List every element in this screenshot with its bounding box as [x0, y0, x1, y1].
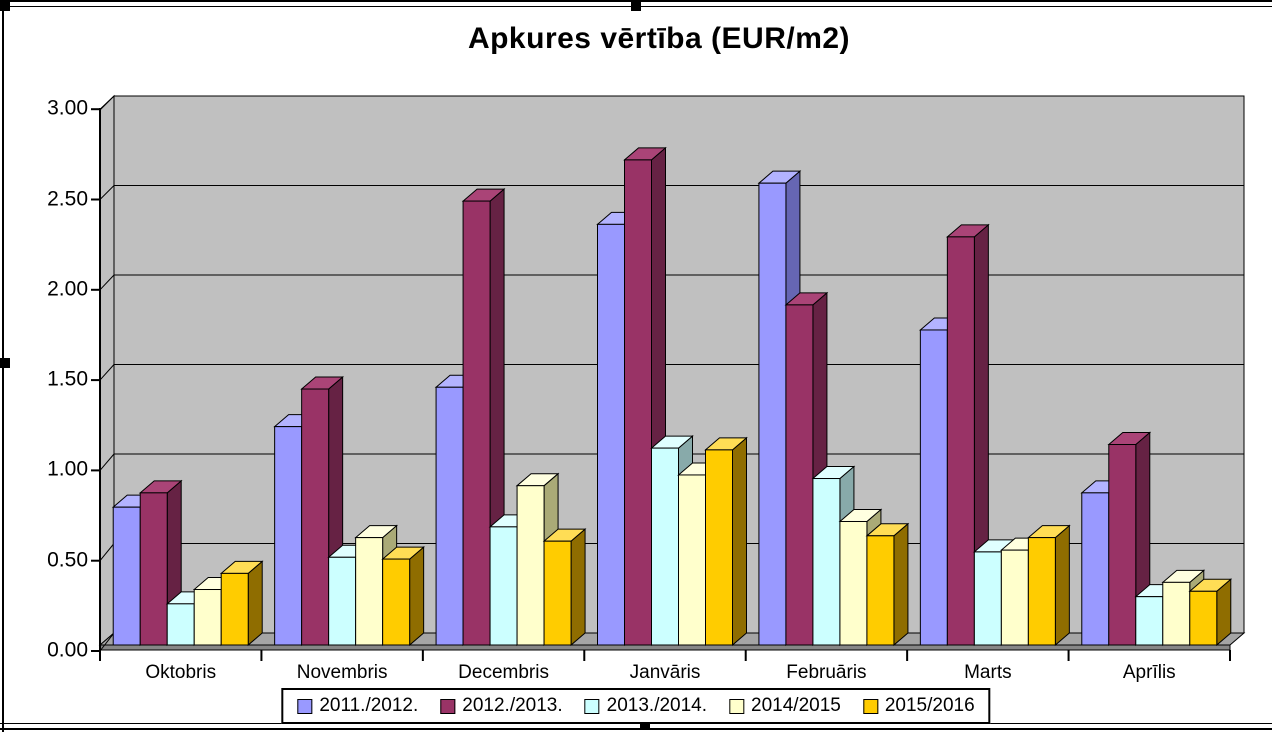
bar-s1-c6[interactable] [919, 329, 948, 646]
bar-s5-c2[interactable] [382, 558, 411, 646]
legend-item-s5[interactable]: 2015/2016 [862, 695, 975, 717]
y-tick-connector [99, 185, 115, 200]
y-tick-label: 1.50 [47, 367, 88, 391]
bar-s3-c2[interactable] [328, 556, 357, 646]
bar-s3-c4[interactable] [651, 447, 679, 646]
legend-label: 2013./2014. [606, 695, 708, 716]
y-tick-connector [99, 543, 115, 562]
bar-s2-c4[interactable] [624, 159, 652, 646]
bar-s5-c1[interactable] [220, 572, 249, 646]
legend-label: 2014/2015 [751, 695, 841, 716]
legend[interactable]: 2011./2012. 2012./2013. 2013./2014. 2014/20… [281, 688, 991, 724]
bar-s2-c6[interactable] [946, 236, 975, 646]
legend-swatch-icon [862, 698, 878, 714]
bar-s2-c1[interactable] [139, 492, 168, 646]
legend-item-s1[interactable]: 2011./2012. [297, 695, 418, 717]
bar-s5-c7[interactable] [1189, 590, 1218, 646]
bar-s1-c1[interactable] [112, 506, 141, 646]
x-category-label: Janvāris [629, 662, 701, 683]
y-tick-label: 3.00 [47, 96, 88, 120]
bar-s1-c4[interactable] [597, 223, 625, 646]
bar-s2-c5[interactable] [785, 304, 814, 646]
y-tick-connector [99, 95, 115, 110]
legend-swatch-icon [297, 698, 313, 714]
bar-side-s5-c3[interactable] [570, 528, 586, 647]
bar-s5-c3[interactable] [543, 540, 572, 646]
chart-border-bottom-outer [0, 728, 1272, 730]
bar-side-s5-c5[interactable] [893, 522, 909, 647]
legend-label: 2015/2016 [884, 695, 975, 716]
y-tick-connector [99, 274, 115, 291]
legend-label: 2012./2013. [462, 695, 563, 716]
x-category-label: Novembris [296, 662, 388, 683]
y-tick-label: 2.50 [47, 187, 88, 211]
bar-s2-c2[interactable] [301, 388, 330, 646]
x-category-label: Februāris [786, 662, 867, 683]
y-tick-label: 0.50 [47, 548, 88, 572]
bar-side-s5-c1[interactable] [247, 560, 263, 647]
bar-s5-c4[interactable] [705, 449, 733, 646]
bar-s2-c3[interactable] [462, 200, 491, 646]
y-tick-connector [99, 364, 115, 381]
bar-s1-c7[interactable] [1081, 492, 1110, 646]
legend-swatch-icon [584, 698, 600, 714]
bar-s4-c7[interactable] [1162, 581, 1191, 646]
resize-handle-top-left[interactable] [0, 1, 10, 11]
bar-side-s5-c2[interactable] [409, 545, 425, 647]
bar-s1-c5[interactable] [758, 182, 787, 646]
resize-handle-left-middle[interactable] [0, 358, 10, 368]
legend-label: 2011./2012. [319, 695, 419, 716]
y-tick-label: 0.00 [47, 638, 88, 662]
bar-s5-c6[interactable] [1027, 537, 1056, 646]
bar-s4-c2[interactable] [355, 537, 384, 646]
bar-s3-c7[interactable] [1135, 596, 1164, 646]
bar-s1-c3[interactable] [435, 386, 464, 646]
bar-s4-c1[interactable] [193, 589, 222, 646]
bar-s1-c2[interactable] [274, 426, 303, 646]
floor-front-edge [99, 644, 1231, 651]
bar-s3-c5[interactable] [812, 478, 841, 646]
x-category-label: Marts [964, 662, 1012, 683]
bar-side-s5-c4[interactable] [732, 436, 747, 647]
legend-swatch-icon [729, 698, 745, 714]
resize-handle-top-center[interactable] [631, 1, 641, 11]
bar-s4-c6[interactable] [1000, 549, 1029, 646]
x-category-label: Decembris [458, 662, 549, 683]
bar-s3-c1[interactable] [166, 603, 195, 646]
bar-s2-c7[interactable] [1108, 444, 1137, 646]
x-category-label: Aprīlis [1122, 662, 1176, 683]
resize-handle-bottom-center[interactable] [640, 720, 650, 730]
bar-s3-c3[interactable] [489, 526, 518, 646]
bar-s4-c3[interactable] [516, 485, 545, 646]
legend-item-s2[interactable]: 2012./2013. [440, 695, 563, 717]
y-tick-label: 2.00 [47, 277, 88, 301]
legend-swatch-icon [440, 698, 456, 714]
bar-s4-c5[interactable] [839, 520, 868, 646]
chart-title: Apkures vērtība (EUR/m2) [467, 22, 851, 55]
y-tick-connector [99, 453, 115, 471]
bar-s4-c4[interactable] [678, 474, 706, 646]
bar-side-s5-c6[interactable] [1054, 524, 1070, 647]
bar-s3-c6[interactable] [973, 551, 1002, 646]
bar-s5-c5[interactable] [866, 535, 895, 646]
legend-item-s3[interactable]: 2013./2014. [584, 695, 708, 717]
x-category-label: Oktobris [145, 662, 217, 683]
wall-side [99, 94, 115, 647]
legend-item-s4[interactable]: 2014/2015 [729, 695, 841, 717]
y-tick-label: 1.00 [47, 457, 88, 481]
y-tick-connector [99, 632, 115, 652]
